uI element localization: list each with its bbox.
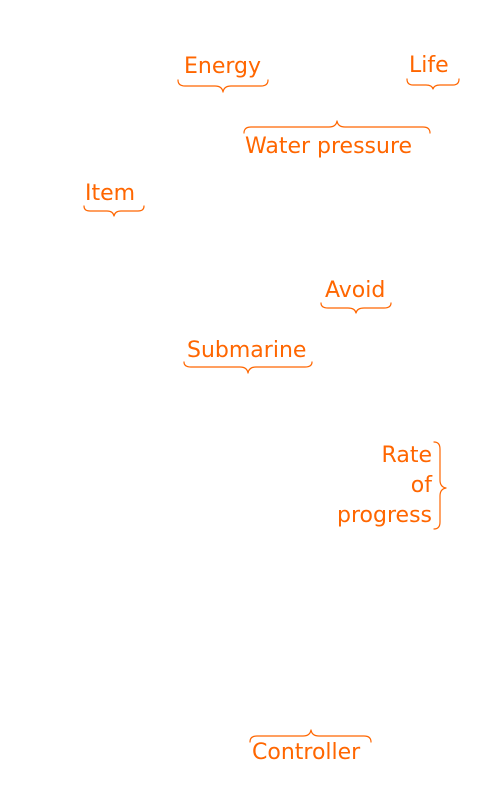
label-controller: Controller <box>252 740 361 765</box>
brace-controller <box>249 729 372 743</box>
label-rate-of-progress-line-3: progress <box>337 503 432 528</box>
label-energy: Energy <box>184 54 262 79</box>
label-rate-of-progress-line-2: of <box>410 473 432 498</box>
brace-rate-of-progress <box>433 441 447 530</box>
label-item: Item <box>85 181 136 206</box>
label-avoid: Avoid <box>325 278 386 303</box>
label-rate-of-progress-line-1: Rate <box>381 443 432 468</box>
brace-item <box>83 205 145 217</box>
label-life: Life <box>409 53 449 78</box>
label-submarine: Submarine <box>187 338 307 363</box>
brace-energy <box>177 79 269 93</box>
brace-submarine <box>183 361 313 374</box>
brace-life <box>406 78 460 90</box>
brace-water-pressure <box>243 120 431 134</box>
label-water-pressure: Water pressure <box>245 134 413 159</box>
label-rate-of-progress: Rate of progress <box>337 441 432 531</box>
brace-avoid <box>320 302 392 314</box>
